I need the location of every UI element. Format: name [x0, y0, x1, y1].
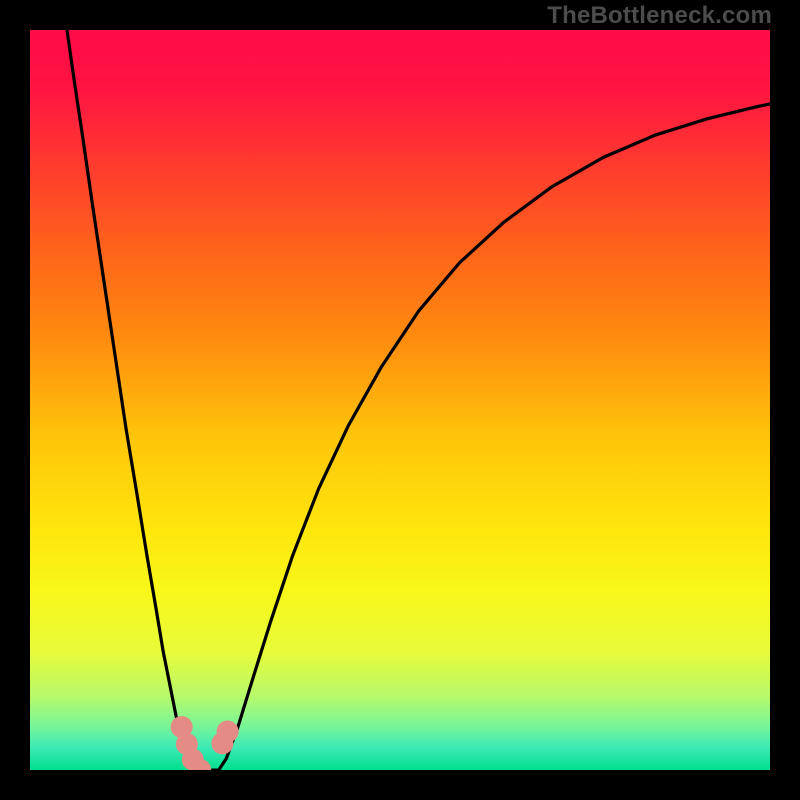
bottleneck-chart: [30, 30, 770, 770]
marker-right-1: [217, 721, 239, 743]
watermark-text: TheBottleneck.com: [547, 2, 772, 30]
outer-frame: TheBottleneck.com: [0, 0, 800, 800]
gradient-background: [30, 30, 770, 770]
